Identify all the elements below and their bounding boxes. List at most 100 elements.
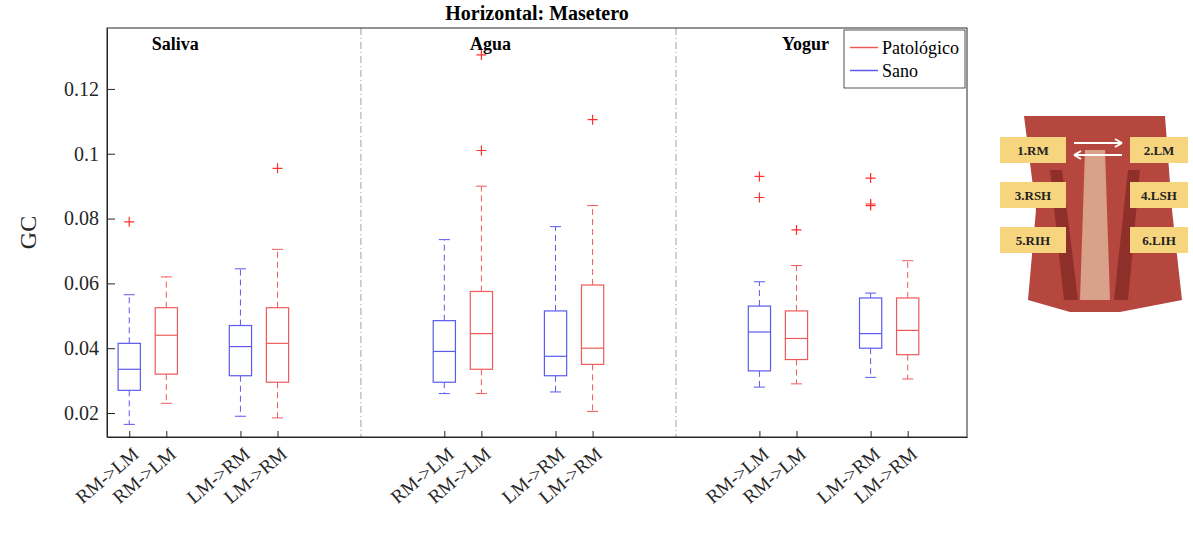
outlier [791,225,801,235]
median [581,348,603,349]
y-tick-label: 0.02 [64,402,99,424]
group-title: Agua [470,34,511,54]
x-tick-label: RM->LM [109,443,180,507]
box-plot [470,50,492,394]
y-tick-mark [107,348,115,349]
lower-whisker [444,382,445,393]
box-plot [785,225,807,384]
outlier [754,171,764,181]
median [470,333,492,334]
box [581,285,603,364]
upper-cap [272,249,283,250]
box [229,326,251,376]
legend: PatológicoSano [844,30,965,88]
median [748,331,770,332]
y-tick-label: 0.04 [64,337,99,359]
lower-cap [476,393,487,394]
outlier [273,163,283,173]
y-tick-label: 0.1 [74,143,99,165]
upper-whisker [277,249,278,307]
lower-whisker [759,371,760,387]
lower-cap [124,424,135,425]
inset-arrow [1074,139,1122,147]
upper-whisker [240,269,241,326]
inset-label-box [1130,137,1188,163]
x-tick-label: RM->LM [739,443,810,507]
x-tick-mark [166,431,167,437]
upper-cap [902,260,913,261]
upper-cap [550,226,561,227]
lower-whisker [555,376,556,392]
upper-cap [161,276,172,277]
x-tick-label: LM->RM [220,443,291,507]
y-tick-mark [107,219,115,220]
median [897,330,919,331]
box [860,298,882,348]
box-plot [433,240,455,394]
median [229,346,251,347]
plot-frame [107,28,967,437]
outlier [124,217,134,227]
outlier [754,192,764,202]
upper-cap [587,205,598,206]
group-separator [360,28,361,437]
group-title: Yogur [782,34,829,54]
x-tick: RM->LM [109,431,180,507]
legend-box [844,30,965,88]
box [470,291,492,369]
inset-label: 2.LM [1144,143,1175,158]
y-tick-mark [107,154,115,155]
outlier [866,173,876,183]
chart-container: 0.020.040.060.080.10.12RM->LMRM->LMLM->R… [0,0,1193,535]
inset-label: 4.LSH [1141,188,1177,203]
lower-cap [902,378,913,379]
y-tick-label: 0.12 [64,78,99,100]
upper-cap [439,239,450,240]
box [266,308,288,383]
lower-cap [272,417,283,418]
x-tick: RM->LM [424,431,495,507]
upper-cap [754,281,765,282]
x-tick: RM->LM [739,431,810,507]
legend-label: Patológico [882,38,959,58]
inset-arrow [1074,151,1122,159]
inset-label: 5.RIH [1016,233,1050,248]
x-tick-mark [871,431,872,437]
box [748,306,770,371]
x-tick-mark [278,431,279,437]
median [118,369,140,370]
box-plot [229,269,251,416]
boxes [118,50,919,424]
inset-label-box [1130,182,1188,208]
chart-svg: 0.020.040.060.080.10.12RM->LMRM->LMLM->R… [0,0,1193,535]
lower-whisker [277,382,278,418]
median [266,343,288,344]
median [860,333,882,334]
x-tick-mark [759,431,760,437]
box-plot [155,277,177,403]
inset-label-box [1000,137,1066,163]
x-tick: LM->RM [220,431,291,507]
inset-label: 3.RSH [1015,188,1051,203]
median [155,335,177,336]
group-separator [676,28,677,437]
inset-label-box [1000,227,1066,253]
box-plot [266,163,288,418]
upper-whisker [166,277,167,308]
median [433,351,455,352]
box [785,311,807,360]
upper-whisker [907,261,908,298]
x-tick-label: LM->RM [850,443,921,507]
inset-label: 1.RM [1017,143,1048,158]
lower-cap [865,377,876,378]
upper-whisker [555,227,556,311]
upper-whisker [129,295,130,344]
x-tick-mark [908,431,909,437]
inset-label: 6.LIH [1142,233,1176,248]
y-tick-label: 0.06 [64,272,99,294]
lower-cap [587,411,598,412]
inset-figure: 1.RM 2.LM 3.RSH 4.LSH 5.RIH 6.LIH [1000,116,1188,312]
upper-whisker [444,240,445,321]
outlier [476,146,486,156]
x-tick: LM->RM [535,431,606,507]
